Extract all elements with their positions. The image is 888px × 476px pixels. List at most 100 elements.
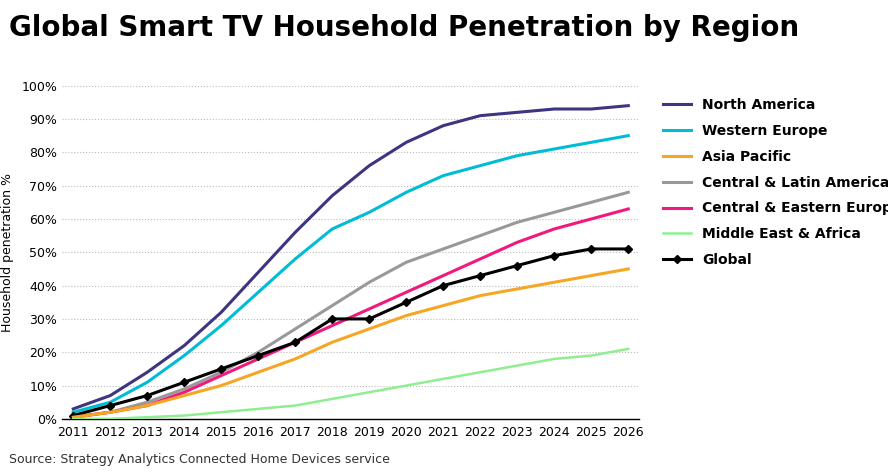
Central & Eastern Europe — [327, 323, 337, 328]
Asia Pacific — [475, 293, 486, 298]
Central & Eastern Europe — [438, 273, 448, 278]
Central & Eastern Europe — [401, 289, 412, 295]
North America — [290, 229, 301, 235]
Line: Asia Pacific: Asia Pacific — [73, 269, 629, 417]
Central & Eastern Europe — [142, 403, 153, 408]
North America — [105, 393, 115, 398]
Central & Eastern Europe — [216, 373, 226, 378]
Asia Pacific — [142, 403, 153, 408]
Middle East & Africa — [253, 406, 264, 412]
Central & Latin America — [327, 303, 337, 308]
Text: Source: Strategy Analytics Connected Home Devices service: Source: Strategy Analytics Connected Hom… — [9, 454, 390, 466]
Middle East & Africa — [290, 403, 301, 408]
Asia Pacific — [179, 393, 190, 398]
Global — [290, 339, 301, 345]
Global — [512, 263, 523, 268]
Western Europe — [179, 353, 190, 358]
Central & Latin America — [253, 349, 264, 355]
Western Europe — [549, 146, 559, 152]
Central & Eastern Europe — [512, 239, 523, 245]
Western Europe — [623, 133, 634, 139]
Central & Eastern Europe — [253, 356, 264, 362]
Central & Eastern Europe — [549, 226, 559, 232]
North America — [327, 193, 337, 198]
Middle East & Africa — [623, 346, 634, 352]
Asia Pacific — [105, 409, 115, 415]
Global — [623, 246, 634, 252]
Central & Eastern Europe — [105, 409, 115, 415]
Middle East & Africa — [364, 389, 375, 395]
North America — [253, 269, 264, 275]
Global — [475, 273, 486, 278]
Central & Latin America — [179, 386, 190, 392]
Global — [549, 253, 559, 258]
Middle East & Africa — [67, 416, 78, 422]
Western Europe — [586, 139, 597, 145]
Central & Latin America — [67, 414, 78, 420]
Middle East & Africa — [549, 356, 559, 362]
Asia Pacific — [364, 326, 375, 332]
North America — [438, 123, 448, 129]
Central & Latin America — [438, 246, 448, 252]
Y-axis label: Household penetration %: Household penetration % — [2, 173, 14, 332]
North America — [586, 106, 597, 112]
North America — [142, 369, 153, 375]
Middle East & Africa — [105, 416, 115, 422]
Central & Latin America — [142, 399, 153, 405]
Western Europe — [142, 379, 153, 385]
Asia Pacific — [512, 286, 523, 292]
Line: Global: Global — [70, 246, 631, 418]
Global — [216, 366, 226, 372]
Central & Latin America — [401, 259, 412, 265]
Western Europe — [290, 256, 301, 262]
Middle East & Africa — [216, 409, 226, 415]
Asia Pacific — [290, 356, 301, 362]
Asia Pacific — [586, 273, 597, 278]
Western Europe — [512, 153, 523, 159]
Western Europe — [105, 399, 115, 405]
North America — [67, 406, 78, 412]
Global — [67, 413, 78, 418]
Line: Middle East & Africa: Middle East & Africa — [73, 349, 629, 419]
Asia Pacific — [438, 303, 448, 308]
North America — [401, 139, 412, 145]
Central & Latin America — [623, 189, 634, 195]
Central & Eastern Europe — [179, 389, 190, 395]
Western Europe — [438, 173, 448, 178]
Global — [401, 299, 412, 305]
Central & Eastern Europe — [475, 256, 486, 262]
Line: Western Europe: Western Europe — [73, 136, 629, 412]
Global — [142, 393, 153, 398]
Line: Central & Eastern Europe: Central & Eastern Europe — [73, 209, 629, 417]
Text: Global Smart TV Household Penetration by Region: Global Smart TV Household Penetration by… — [9, 14, 799, 42]
Middle East & Africa — [512, 363, 523, 368]
Line: North America: North America — [73, 106, 629, 409]
Asia Pacific — [67, 414, 78, 420]
North America — [623, 103, 634, 109]
North America — [216, 309, 226, 315]
Western Europe — [216, 323, 226, 328]
Middle East & Africa — [438, 376, 448, 382]
Central & Latin America — [549, 209, 559, 215]
Central & Latin America — [290, 326, 301, 332]
Middle East & Africa — [401, 383, 412, 388]
Middle East & Africa — [586, 353, 597, 358]
North America — [549, 106, 559, 112]
Central & Eastern Europe — [586, 216, 597, 222]
Asia Pacific — [327, 339, 337, 345]
Central & Eastern Europe — [364, 306, 375, 312]
Western Europe — [401, 189, 412, 195]
Asia Pacific — [216, 383, 226, 388]
Western Europe — [67, 409, 78, 415]
North America — [179, 343, 190, 348]
Middle East & Africa — [327, 396, 337, 402]
Middle East & Africa — [475, 369, 486, 375]
Central & Eastern Europe — [623, 206, 634, 212]
North America — [512, 109, 523, 115]
Line: Central & Latin America: Central & Latin America — [73, 192, 629, 417]
North America — [475, 113, 486, 119]
Middle East & Africa — [179, 413, 190, 418]
Central & Latin America — [364, 279, 375, 285]
Central & Latin America — [512, 219, 523, 225]
Central & Latin America — [105, 409, 115, 415]
